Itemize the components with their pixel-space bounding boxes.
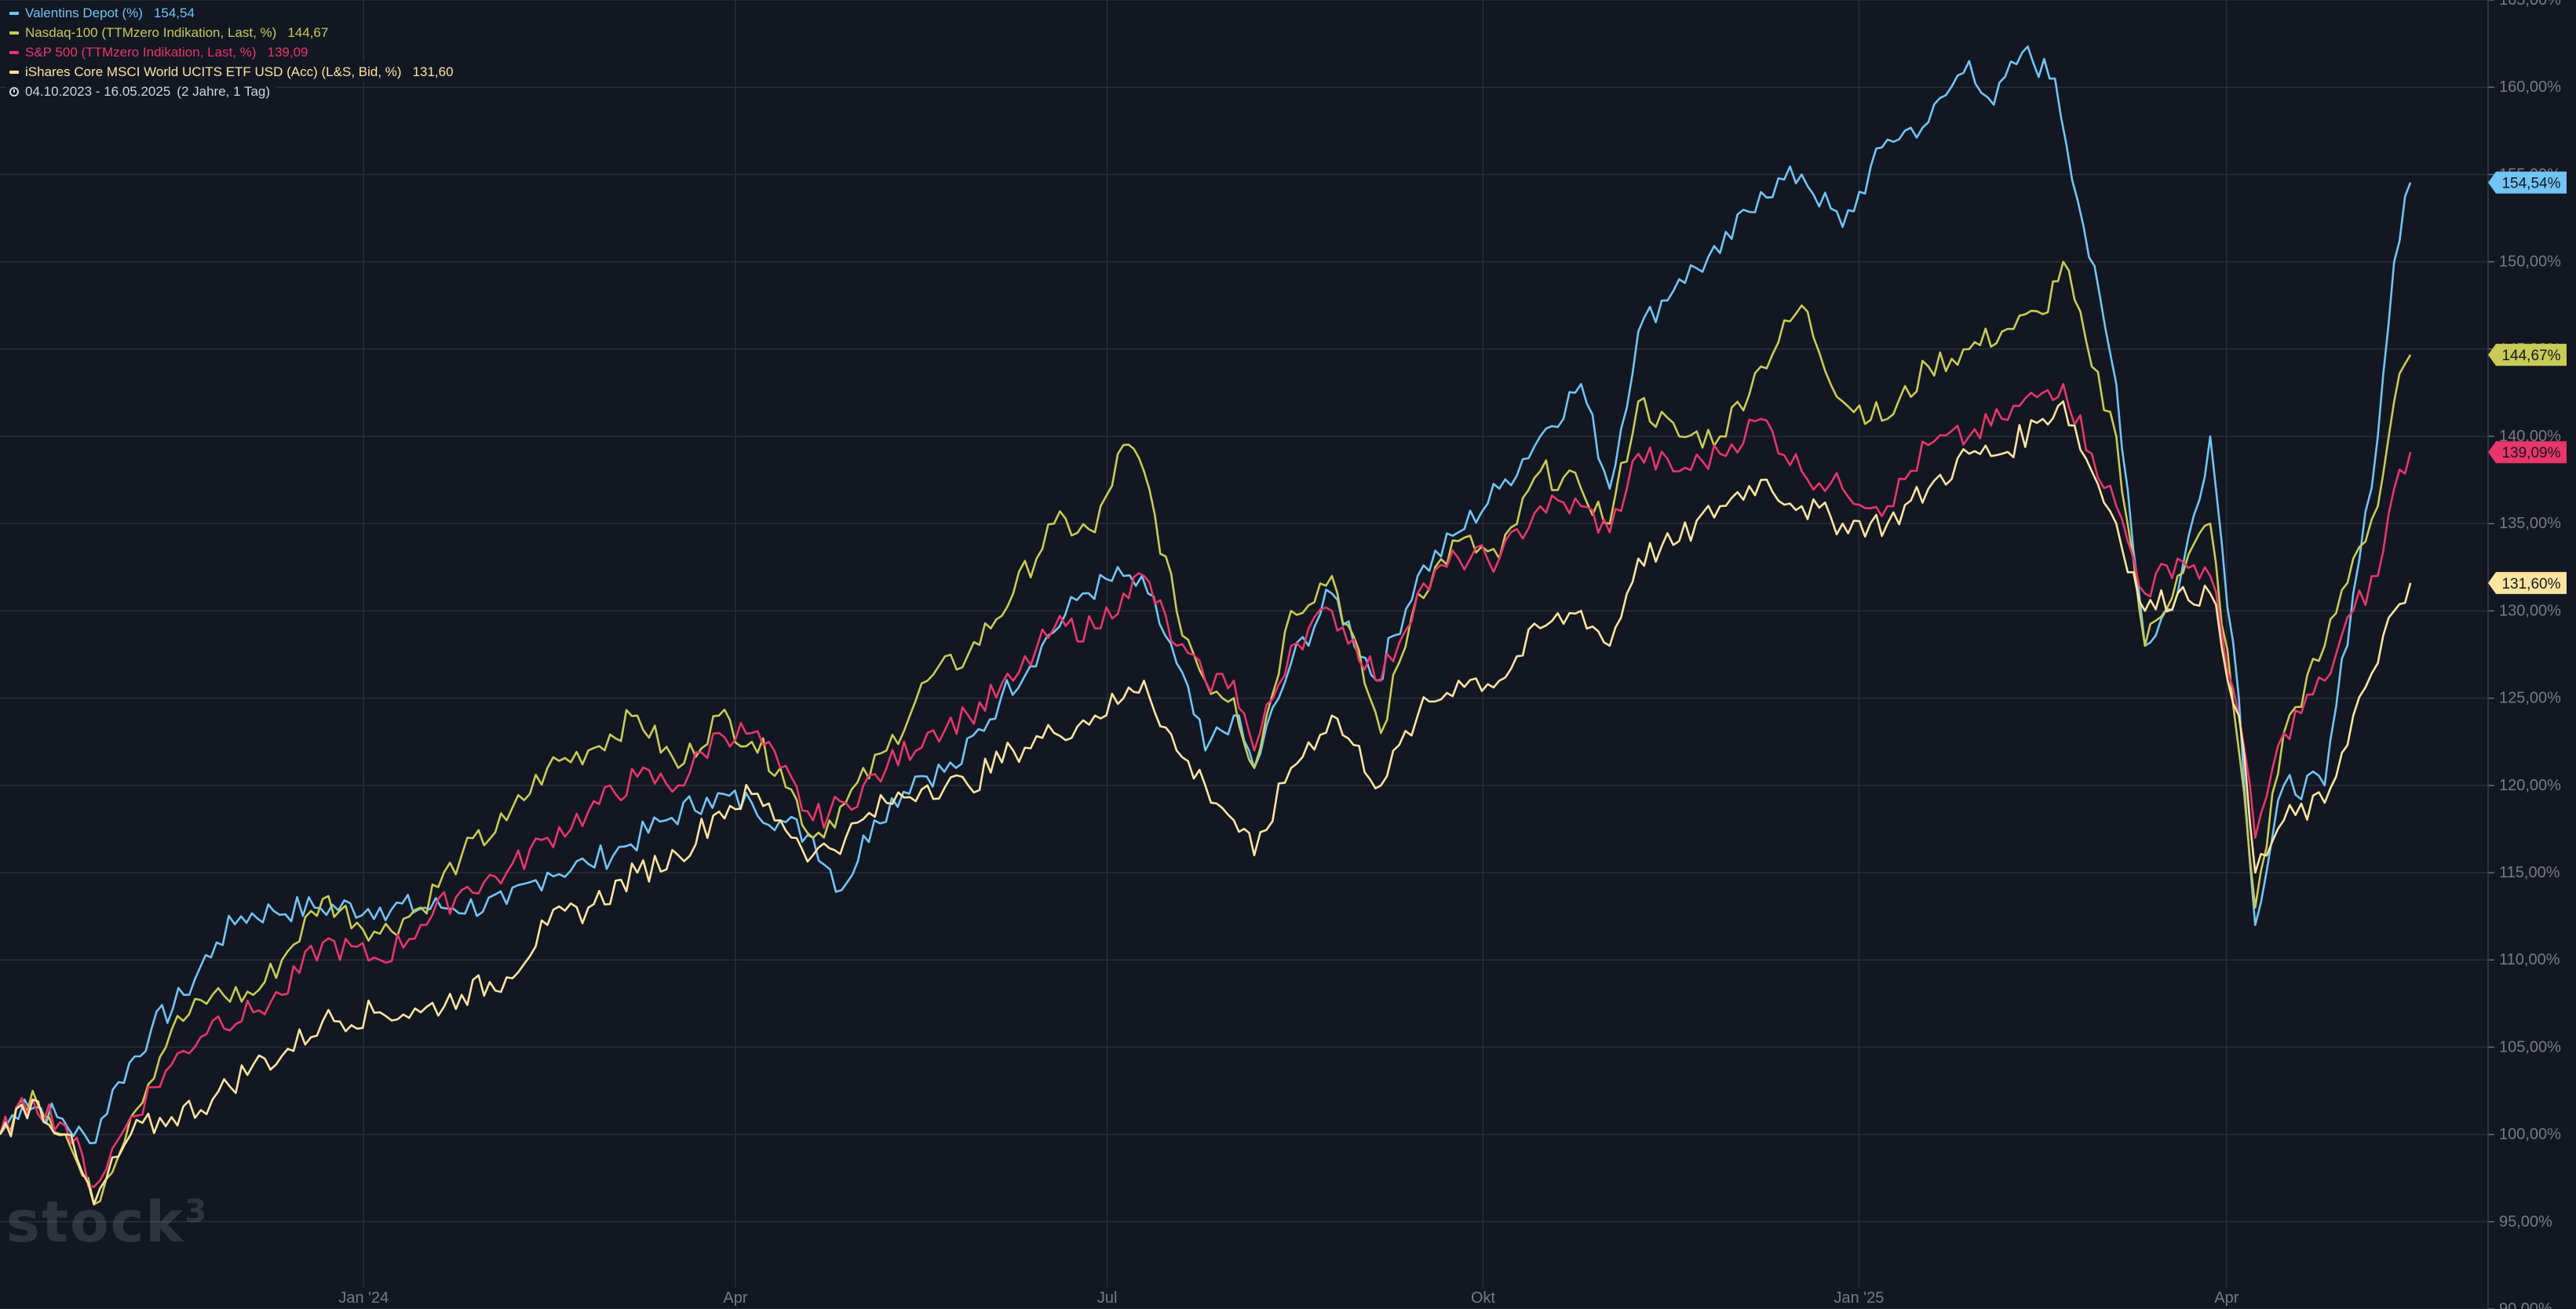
x-tick-label: Jul xyxy=(1097,1289,1118,1307)
y-tick-label: 140,00% xyxy=(2499,428,2561,445)
legend-value: 131,60 xyxy=(412,64,454,79)
legend-swatch xyxy=(9,31,19,35)
legend-item[interactable]: Nasdaq-100 (TTMzero Indikation, Last, %)… xyxy=(6,23,335,42)
legend-item[interactable]: S&P 500 (TTMzero Indikation, Last, %) 13… xyxy=(6,42,315,62)
y-tick-label: 110,00% xyxy=(2499,951,2560,968)
y-tick-label: 150,00% xyxy=(2499,253,2561,271)
series-line xyxy=(0,45,2412,1144)
x-tick-label: Jan '24 xyxy=(338,1289,389,1307)
last-value-label: 139,09% xyxy=(2501,445,2560,461)
last-value-label: 154,54% xyxy=(2501,176,2560,192)
legend-value: 139,09 xyxy=(267,45,308,60)
x-tick-label: Jan '25 xyxy=(1833,1289,1884,1307)
y-tick-label: 125,00% xyxy=(2499,690,2561,707)
y-tick-label: 130,00% xyxy=(2499,602,2561,619)
legend-swatch xyxy=(9,70,19,74)
series-line xyxy=(0,382,2412,1188)
legend-item[interactable]: Valentins Depot (%) 154,54 xyxy=(6,3,201,23)
x-tick-label: Okt xyxy=(1471,1289,1496,1307)
y-tick-label: 105,00% xyxy=(2499,1038,2561,1056)
last-value-label: 144,67% xyxy=(2501,348,2560,364)
legend-name: iShares Core MSCI World UCITS ETF USD (A… xyxy=(25,64,402,79)
legend-name: Valentins Depot (%) xyxy=(25,5,143,20)
y-tick-label: 135,00% xyxy=(2499,515,2561,532)
last-value-tag xyxy=(2488,344,2567,366)
y-tick-label: 165,00% xyxy=(2499,0,2561,9)
y-tick-label: 115,00% xyxy=(2499,864,2560,881)
legend-name: Nasdaq-100 (TTMzero Indikation, Last, %) xyxy=(25,25,277,40)
last-value-tag xyxy=(2488,171,2567,194)
last-value-label: 131,60% xyxy=(2501,576,2560,593)
legend: Valentins Depot (%) 154,54 Nasdaq-100 (T… xyxy=(6,3,460,101)
y-tick-label: 160,00% xyxy=(2499,78,2561,96)
date-range[interactable]: 04.10.2023 - 16.05.2025 (2 Jahre, 1 Tag) xyxy=(6,82,277,101)
watermark-logo: stock3 xyxy=(6,1189,209,1255)
y-tick-label: 90,00% xyxy=(2499,1300,2552,1309)
legend-value: 154,54 xyxy=(153,5,195,20)
date-range-suffix: (2 Jahre, 1 Tag) xyxy=(177,84,271,99)
clock-icon xyxy=(9,86,19,97)
series-line xyxy=(0,261,2412,1205)
y-tick-label: 120,00% xyxy=(2499,777,2561,794)
last-value-tag xyxy=(2488,571,2567,594)
y-tick-label: 95,00% xyxy=(2499,1213,2552,1231)
legend-item[interactable]: iShares Core MSCI World UCITS ETF USD (A… xyxy=(6,62,460,82)
last-value-tag xyxy=(2488,441,2567,464)
legend-swatch xyxy=(9,50,19,54)
x-tick-label: Apr xyxy=(2214,1289,2238,1307)
legend-value: 144,67 xyxy=(287,25,329,40)
legend-name: S&P 500 (TTMzero Indikation, Last, %) xyxy=(25,45,257,60)
date-range-text: 04.10.2023 - 16.05.2025 xyxy=(25,84,171,99)
series-line xyxy=(0,400,2412,1205)
legend-swatch xyxy=(9,11,19,15)
x-tick-label: Apr xyxy=(723,1289,747,1307)
y-tick-label: 100,00% xyxy=(2499,1126,2561,1143)
